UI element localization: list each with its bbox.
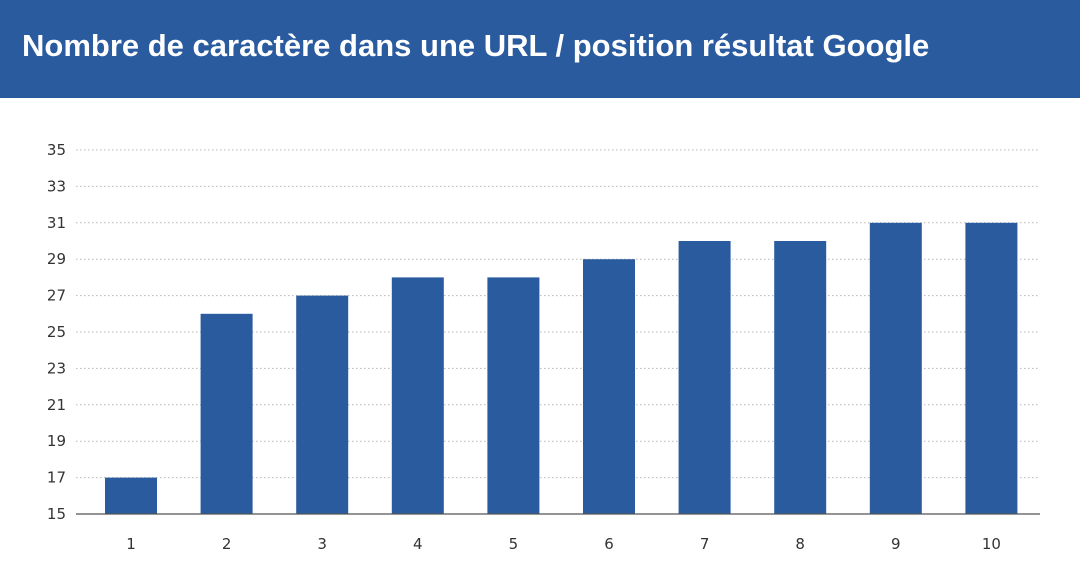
bar [678, 241, 731, 514]
x-tick-label: 5 [509, 535, 519, 553]
bar [869, 222, 922, 515]
chart-title: Nombre de caractère dans une URL / posit… [22, 28, 930, 63]
bar [200, 313, 253, 514]
x-tick-label: 4 [413, 535, 423, 553]
y-tick-label: 15 [47, 505, 66, 523]
bar [296, 295, 349, 514]
x-tick-label: 10 [982, 535, 1001, 553]
x-tick-label: 7 [700, 535, 710, 553]
x-tick-label: 8 [795, 535, 805, 553]
x-tick-label: 2 [222, 535, 232, 553]
x-tick-label: 9 [891, 535, 901, 553]
bar [583, 259, 635, 514]
y-tick-label: 23 [47, 359, 66, 377]
x-tick-label: 6 [604, 535, 614, 553]
title-banner: Nombre de caractère dans une URL / posit… [0, 0, 1080, 98]
y-tick-label: 19 [47, 432, 66, 450]
bar [965, 222, 1018, 515]
y-tick-label: 17 [47, 469, 66, 487]
y-tick-label: 35 [47, 141, 66, 159]
y-tick-label: 33 [47, 177, 66, 195]
x-tick-label: 1 [126, 535, 136, 553]
x-tick-label: 3 [317, 535, 327, 553]
y-tick-label: 21 [47, 396, 66, 414]
y-tick-label: 25 [47, 323, 66, 341]
bar [105, 477, 157, 514]
y-tick-label: 29 [47, 250, 66, 268]
bar [487, 277, 540, 514]
bar [774, 241, 827, 514]
bar [391, 277, 444, 514]
y-tick-label: 31 [47, 214, 66, 232]
y-tick-label: 27 [47, 287, 66, 305]
